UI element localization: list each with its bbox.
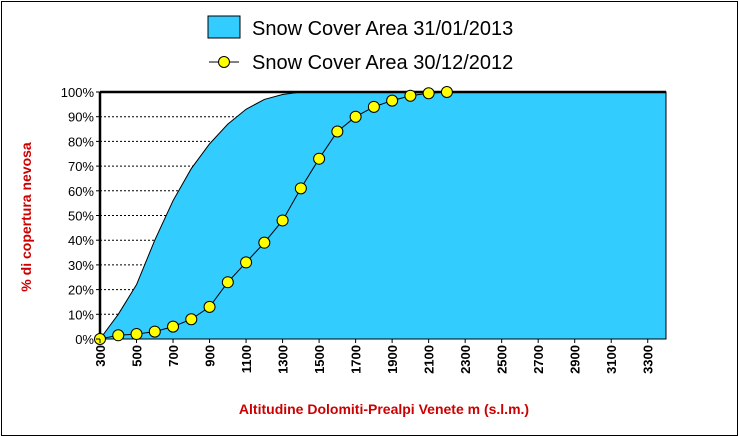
x-tick-label: 1900 xyxy=(385,345,400,374)
y-axis-ticks: 0% 10% 20% 30% 40% 50% 60% 70% 80% 90% 100% xyxy=(61,85,100,347)
x-tick-label: 3100 xyxy=(604,345,619,374)
data-point xyxy=(349,110,362,123)
data-point xyxy=(221,276,234,289)
data-point xyxy=(167,320,180,333)
y-tick-label: 10% xyxy=(68,307,94,322)
data-point xyxy=(148,325,161,338)
x-tick-label: 2500 xyxy=(495,345,510,374)
x-tick-label: 2700 xyxy=(531,345,546,374)
data-point xyxy=(367,100,380,113)
data-point xyxy=(386,94,399,107)
legend-marker xyxy=(218,56,230,68)
x-tick-label: 900 xyxy=(203,345,218,367)
data-point xyxy=(331,125,344,138)
y-tick-label: 80% xyxy=(68,134,94,149)
y-tick-label: 70% xyxy=(68,159,94,174)
x-tick-label: 1700 xyxy=(349,345,364,374)
data-point xyxy=(112,329,125,342)
legend-swatch-area xyxy=(207,15,241,39)
y-tick-label: 60% xyxy=(68,184,94,199)
x-tick-label: 1300 xyxy=(276,345,291,374)
x-tick-label: 300 xyxy=(93,345,108,367)
x-tick-label: 2900 xyxy=(568,345,583,374)
data-point xyxy=(294,182,307,195)
x-tick-label: 3300 xyxy=(641,345,656,374)
data-point xyxy=(240,256,253,269)
area-series-layer xyxy=(99,91,667,340)
x-axis-ticks: 300 500 700 900 1100 1300 1500 1700 1900 2100 2300… xyxy=(93,339,656,374)
data-point xyxy=(313,152,326,165)
x-tick-label: 2100 xyxy=(422,345,437,374)
data-point xyxy=(203,300,216,313)
x-tick-label: 2300 xyxy=(458,345,473,374)
y-tick-label: 90% xyxy=(68,110,94,125)
line-series-layer xyxy=(94,86,453,345)
data-point xyxy=(276,214,289,227)
x-tick-label: 1100 xyxy=(239,345,254,373)
x-axis-title: Altitudine Dolomiti-Prealpi Venete m (s.… xyxy=(239,401,529,417)
legend: Snow Cover Area 31/01/2013 Snow Cover Ar… xyxy=(207,15,513,74)
y-tick-label: 40% xyxy=(68,233,94,248)
data-point xyxy=(185,313,198,326)
y-tick-label: 30% xyxy=(68,258,94,273)
x-tick-label: 500 xyxy=(130,345,145,367)
data-point xyxy=(404,89,417,102)
area-series-fill xyxy=(99,91,667,340)
y-tick-label: 0% xyxy=(75,332,94,347)
y-tick-label: 50% xyxy=(68,209,94,224)
data-point xyxy=(258,236,271,249)
legend-label-area: Snow Cover Area 31/01/2013 xyxy=(252,18,513,40)
x-tick-label: 700 xyxy=(166,345,181,367)
y-tick-label: 20% xyxy=(68,283,94,298)
legend-label-markers: Snow Cover Area 30/12/2012 xyxy=(252,52,513,74)
x-tick-label: 1500 xyxy=(312,345,327,374)
data-point xyxy=(130,328,143,341)
data-point xyxy=(440,86,453,98)
y-tick-label: 100% xyxy=(61,85,95,100)
y-axis-title: % di copertura nevosa xyxy=(18,142,34,292)
data-point xyxy=(422,87,435,100)
